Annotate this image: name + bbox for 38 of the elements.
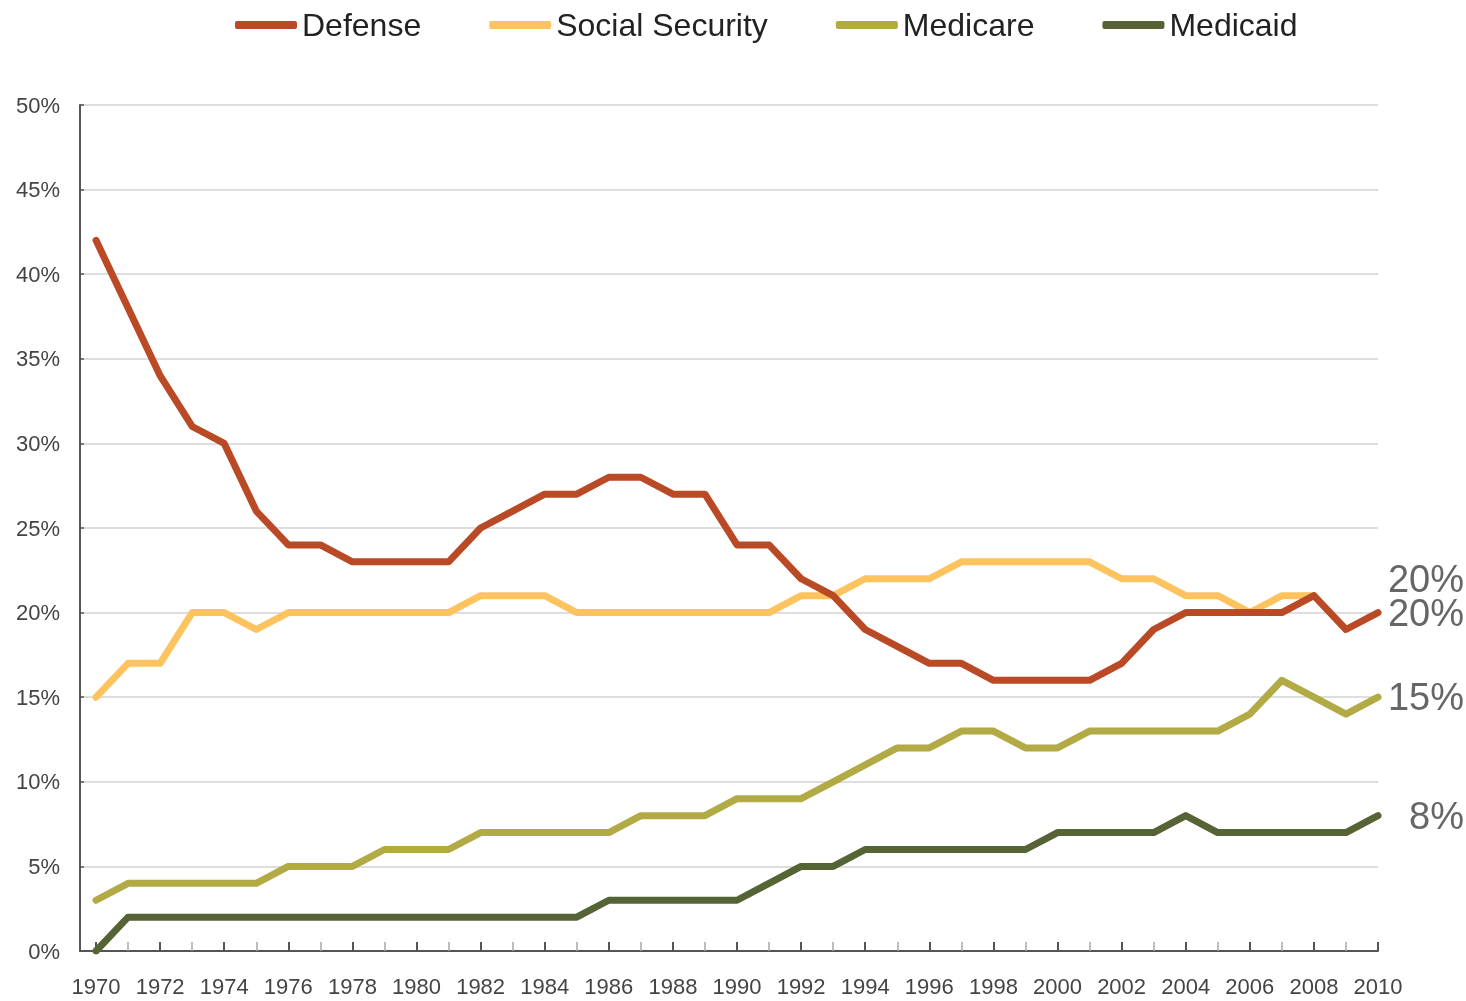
x-tick-label: 1994: [840, 973, 890, 999]
x-tick-label: 2010: [1353, 973, 1403, 999]
y-tick-label: 25%: [15, 515, 60, 541]
y-tick-label: 0%: [28, 938, 60, 964]
legend-label: Social Security: [556, 7, 768, 43]
legend-label: Defense: [302, 7, 422, 43]
x-tick-label: 1980: [392, 973, 441, 999]
x-tick-label: 1992: [776, 973, 826, 999]
legend-label: Medicaid: [1169, 7, 1298, 43]
legend-label: Medicare: [902, 7, 1035, 43]
x-tick-label: 1998: [968, 973, 1018, 999]
y-tick-label: 20%: [15, 600, 60, 626]
y-tick-label: 30%: [15, 430, 60, 456]
x-tick-label: 1978: [327, 973, 377, 999]
x-tick-label: 1972: [135, 973, 185, 999]
x-tick-label: 2006: [1225, 973, 1275, 999]
x-tick-label: 1988: [648, 973, 698, 999]
x-tick-label: 1970: [71, 973, 121, 999]
x-tick-label: 1996: [904, 973, 954, 999]
x-tick-label: 2002: [1097, 973, 1147, 999]
data-label: 8%: [1409, 794, 1464, 837]
y-tick-label: 15%: [15, 684, 60, 710]
y-tick-label: 50%: [15, 92, 60, 118]
y-tick-label: 45%: [15, 177, 60, 203]
y-tick-label: 35%: [15, 346, 60, 372]
x-tick-label: 1990: [712, 973, 762, 999]
x-tick-label: 1974: [199, 973, 249, 999]
y-tick-label: 40%: [15, 261, 60, 287]
y-tick-label: 10%: [15, 769, 60, 795]
x-tick-label: 2004: [1161, 973, 1211, 999]
x-tick-label: 1976: [263, 973, 313, 999]
x-tick-label: 2000: [1033, 973, 1082, 999]
x-tick-label: 2008: [1289, 973, 1339, 999]
x-tick-label: 1982: [456, 973, 506, 999]
x-tick-label: 1986: [584, 973, 634, 999]
x-tick-label: 1984: [520, 973, 570, 999]
data-label: 15%: [1387, 676, 1464, 719]
y-tick-label: 5%: [28, 853, 60, 879]
